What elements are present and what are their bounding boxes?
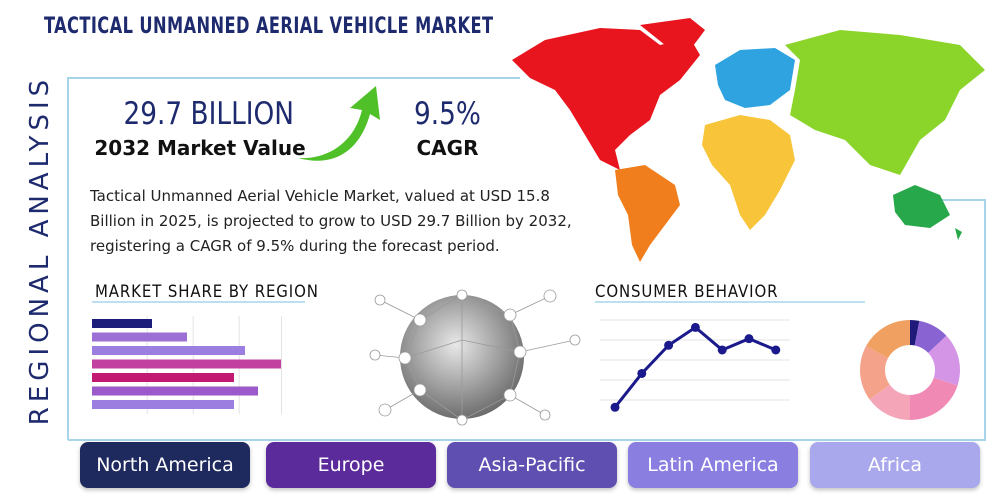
side-label: REGIONAL ANALYSIS	[25, 74, 55, 426]
growth-arrow	[298, 86, 380, 161]
donut-segment	[928, 335, 960, 386]
line-point	[690, 322, 700, 332]
frame	[67, 77, 520, 440]
title: TACTICAL UNMANNED AERIAL VEHICLE MARKET	[44, 14, 494, 39]
donut-segment	[914, 320, 947, 353]
line-point	[717, 345, 727, 355]
region-button[interactable]: Latin America	[628, 442, 798, 488]
donut-segment	[869, 384, 910, 420]
stat-value: 29.7 BILLION	[123, 96, 294, 132]
bar	[92, 386, 258, 396]
globe-network	[369, 289, 581, 426]
region-button[interactable]: North America	[80, 442, 250, 488]
stat-label: CAGR	[416, 136, 479, 160]
line-point	[771, 345, 781, 355]
world-map	[512, 18, 985, 262]
section-title: MARKET SHARE BY REGION	[95, 282, 319, 302]
donut-segment	[910, 377, 958, 420]
region-button[interactable]: Africa	[810, 442, 980, 488]
donut-segment	[860, 345, 890, 400]
line-point	[610, 402, 620, 412]
bar	[92, 346, 245, 355]
description: Tactical Unmanned Aerial Vehicle Market,…	[90, 187, 572, 255]
line-point	[637, 368, 647, 378]
region-button[interactable]: Asia-Pacific	[447, 442, 617, 488]
bar	[92, 373, 234, 382]
line-point	[744, 334, 754, 344]
section-title: CONSUMER BEHAVIOR	[595, 282, 779, 302]
donut-segment	[866, 319, 910, 358]
bar	[92, 400, 234, 409]
line-point	[664, 340, 674, 350]
bar	[92, 359, 281, 369]
bar	[92, 319, 152, 328]
frame	[68, 199, 986, 441]
stat-label: 2032 Market Value	[94, 136, 306, 160]
bar	[92, 332, 187, 342]
stat-value: 9.5%	[414, 96, 481, 132]
donut-segment	[910, 320, 920, 346]
region-button[interactable]: Europe	[266, 442, 436, 488]
